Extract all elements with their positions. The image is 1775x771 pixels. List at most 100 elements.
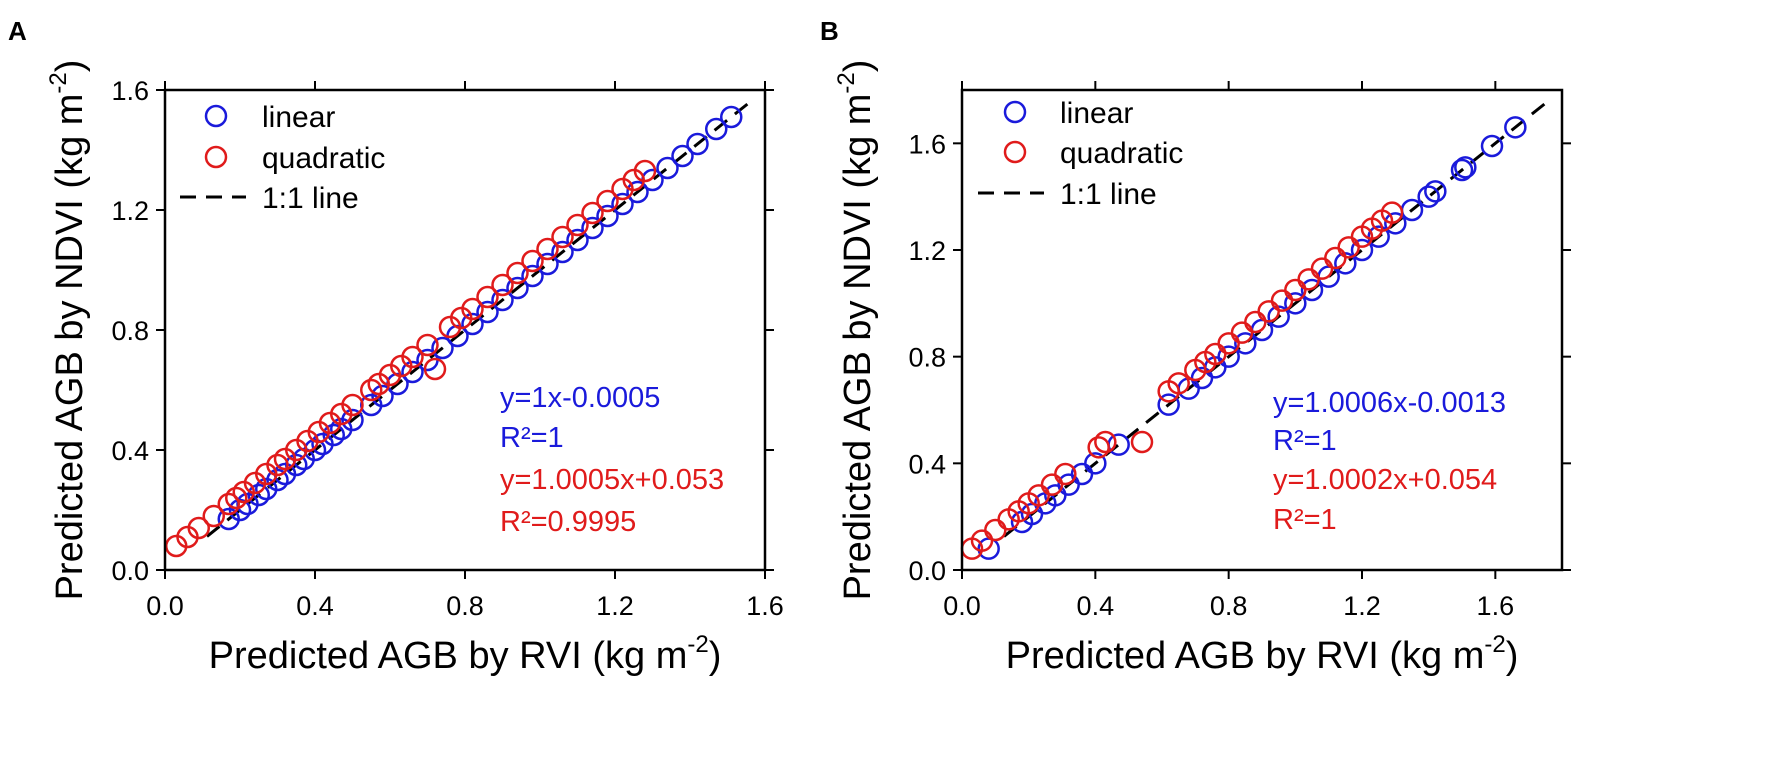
x-axis-label: Predicted AGB by RVI (kg m-2) bbox=[209, 631, 722, 677]
point-quadratic bbox=[1054, 462, 1077, 486]
plot-area bbox=[165, 98, 754, 558]
point-linear bbox=[1417, 185, 1440, 208]
y-tick-label: 0.8 bbox=[908, 343, 946, 373]
regression-annotations: y=1.0006x-0.0013 R²=1 y=1.0002x+0.054 R²… bbox=[1273, 387, 1506, 536]
point-quadratic bbox=[187, 516, 210, 540]
point-linear bbox=[1157, 393, 1180, 416]
x-tick-label: 0.0 bbox=[943, 591, 981, 621]
y-tick-label: 0.0 bbox=[908, 556, 946, 586]
point-quadratic bbox=[984, 518, 1007, 542]
point-quadratic bbox=[551, 225, 574, 249]
point-quadratic bbox=[202, 504, 225, 528]
x-tick-label: 0.4 bbox=[296, 591, 334, 621]
annotation-linear-r2: R²=1 bbox=[500, 422, 564, 454]
panel-a: A 0.0 0.4 0.8 1.2 1.6 0.0 0.4 0.8 1.2 1.6 Predic… bbox=[8, 16, 784, 677]
point-quadratic bbox=[633, 159, 657, 183]
point-linear bbox=[506, 276, 529, 300]
point-linear bbox=[1217, 345, 1240, 368]
point-linear bbox=[611, 192, 634, 216]
point-quadratic bbox=[1087, 436, 1110, 459]
point-linear bbox=[521, 264, 544, 288]
point-quadratic bbox=[1167, 372, 1190, 395]
panel-b: B 0.0 0.4 0.8 1.2 1.6 0.0 0.4 0.8 1.2 1.6 Predic… bbox=[820, 16, 1571, 677]
legend-label-1to1-line: 1:1 line bbox=[262, 182, 359, 215]
y-axis: 0.0 0.4 0.8 1.2 1.6 bbox=[111, 76, 774, 586]
point-linear bbox=[1504, 116, 1527, 139]
point-quadratic bbox=[536, 237, 559, 261]
legend: linear quadratic 1:1 line bbox=[180, 101, 385, 215]
y-tick-label: 0.8 bbox=[111, 316, 149, 346]
point-linear bbox=[1350, 238, 1374, 262]
point-linear bbox=[656, 156, 679, 180]
point-quadratic bbox=[416, 333, 439, 357]
x-tick-label: 1.6 bbox=[746, 591, 784, 621]
annotation-linear-r2: R²=1 bbox=[1273, 425, 1337, 457]
annotation-linear-equation: y=1.0006x-0.0013 bbox=[1273, 387, 1506, 419]
point-quadratic bbox=[266, 453, 289, 477]
point-quadratic bbox=[423, 357, 447, 381]
plot-frame bbox=[960, 88, 1564, 572]
plot-area bbox=[960, 98, 1551, 560]
point-quadratic bbox=[360, 378, 383, 402]
x-tick-label: 0.0 bbox=[146, 591, 184, 621]
annotation-linear-equation: y=1x-0.0005 bbox=[500, 382, 660, 414]
point-linear bbox=[705, 117, 728, 141]
point-linear bbox=[686, 132, 709, 156]
legend-marker-linear bbox=[204, 104, 228, 128]
point-linear bbox=[371, 384, 394, 408]
x-tick-label: 1.2 bbox=[596, 591, 634, 621]
point-linear bbox=[1480, 134, 1504, 158]
x-axis-label: Predicted AGB by RVI (kg m-2) bbox=[1006, 631, 1519, 677]
x-tick-label: 1.6 bbox=[1477, 591, 1515, 621]
legend-marker-quadratic bbox=[1003, 140, 1027, 164]
point-linear bbox=[431, 336, 454, 360]
legend-label-linear: linear bbox=[1060, 97, 1133, 130]
y-tick-label: 1.6 bbox=[908, 129, 946, 159]
x-tick-label: 1.2 bbox=[1343, 591, 1381, 621]
point-quadratic bbox=[217, 492, 240, 516]
point-quadratic bbox=[476, 285, 499, 309]
point-quadratic bbox=[521, 249, 544, 273]
point-linear bbox=[720, 105, 743, 129]
point-linear bbox=[536, 252, 559, 276]
point-quadratic bbox=[596, 189, 619, 213]
legend-label-linear: linear bbox=[262, 101, 335, 134]
legend-marker-linear bbox=[1003, 100, 1027, 124]
point-linear bbox=[1084, 452, 1107, 475]
legend-label-1to1-line: 1:1 line bbox=[1060, 178, 1157, 211]
annotation-quadratic-r2: R²=1 bbox=[1273, 504, 1337, 536]
y-axis-label: Predicted AGB by NDVI (kg m-2) bbox=[833, 60, 879, 601]
point-linear bbox=[247, 483, 270, 507]
point-quadratic bbox=[225, 486, 248, 510]
point-linear bbox=[1107, 433, 1130, 456]
x-axis: 0.0 0.4 0.8 1.2 1.6 bbox=[146, 81, 784, 621]
point-quadratic bbox=[1380, 201, 1404, 224]
point-quadratic bbox=[1094, 430, 1117, 454]
x-tick-label: 0.4 bbox=[1077, 591, 1115, 621]
y-axis: 0.0 0.4 0.8 1.2 1.6 bbox=[908, 129, 1571, 586]
y-tick-label: 0.4 bbox=[908, 449, 946, 479]
y-tick-label: 0.4 bbox=[111, 436, 149, 466]
point-quadratic bbox=[341, 393, 364, 417]
y-tick-label: 0.0 bbox=[111, 556, 149, 586]
y-tick-label: 1.6 bbox=[111, 76, 149, 106]
point-quadratic bbox=[506, 261, 529, 285]
point-quadratic bbox=[401, 345, 424, 369]
y-axis-label: Predicted AGB by NDVI (kg m-2) bbox=[45, 60, 91, 601]
point-linear bbox=[1284, 292, 1307, 315]
point-linear bbox=[1424, 180, 1447, 203]
point-linear bbox=[266, 468, 289, 492]
point-linear bbox=[1454, 156, 1477, 179]
point-linear bbox=[461, 312, 484, 336]
y-tick-label: 1.2 bbox=[908, 236, 946, 266]
x-tick-label: 0.8 bbox=[446, 591, 484, 621]
annotation-quadratic-equation: y=1.0005x+0.053 bbox=[500, 464, 724, 496]
point-linear bbox=[551, 240, 574, 264]
point-quadratic bbox=[491, 273, 514, 297]
point-linear bbox=[1384, 212, 1407, 235]
legend-marker-quadratic bbox=[204, 145, 228, 169]
point-linear bbox=[671, 144, 694, 168]
point-linear bbox=[491, 288, 514, 312]
legend: linear quadratic 1:1 line bbox=[978, 97, 1183, 211]
